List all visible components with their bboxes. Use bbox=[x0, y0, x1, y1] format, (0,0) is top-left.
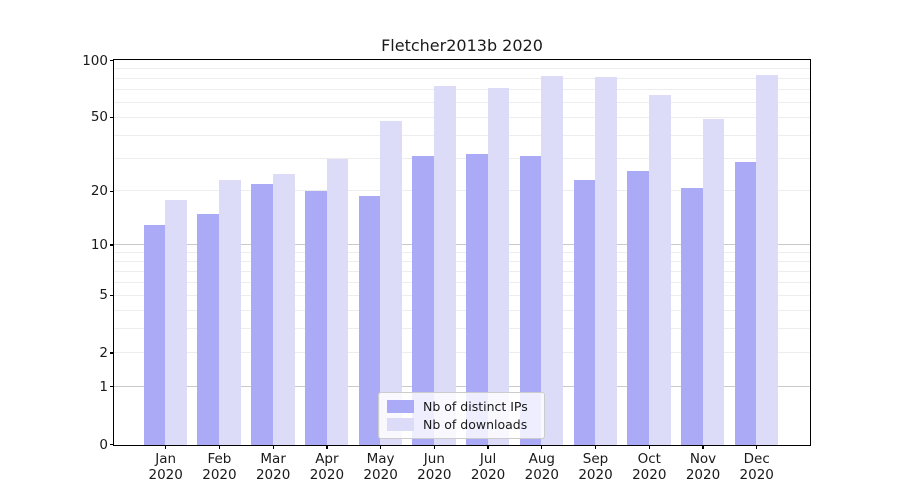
x-tick-label: Jun 2020 bbox=[417, 451, 452, 483]
x-tick-label: Feb 2020 bbox=[202, 451, 237, 483]
bar-distinct-ips-aug bbox=[519, 156, 542, 445]
y-tick-mark bbox=[109, 116, 114, 118]
x-tick-mark bbox=[702, 444, 704, 449]
legend: Nb of distinct IPs Nb of downloads bbox=[378, 392, 545, 439]
y-tick-mark bbox=[109, 352, 114, 354]
y-tick-mark bbox=[109, 294, 114, 297]
x-tick-mark bbox=[541, 444, 543, 449]
x-tick-mark bbox=[218, 444, 221, 449]
chart-title: Fletcher2013b 2020 bbox=[381, 36, 543, 55]
minor-gridline bbox=[113, 309, 811, 311]
legend-label-distinct-ips: Nb of distinct IPs bbox=[423, 399, 528, 415]
bar-downloads-apr bbox=[326, 159, 349, 445]
bar-downloads-dec bbox=[756, 75, 779, 445]
y-tick-mark bbox=[109, 443, 114, 446]
bar-downloads-jun bbox=[434, 85, 456, 445]
minor-gridline bbox=[113, 134, 811, 136]
x-tick-label: Oct 2020 bbox=[632, 451, 667, 483]
x-tick-label: Dec 2020 bbox=[739, 451, 774, 483]
x-tick-label: May 2020 bbox=[363, 451, 398, 483]
minor-gridline bbox=[113, 89, 811, 90]
bar-distinct-ips-jan bbox=[143, 225, 166, 445]
x-tick-label: Apr 2020 bbox=[309, 451, 345, 483]
minor-gridline bbox=[113, 328, 811, 330]
y-tick-label: 0 bbox=[99, 436, 108, 453]
x-tick-mark bbox=[272, 444, 274, 449]
bar-distinct-ips-mar bbox=[251, 183, 273, 445]
bar-downloads-jan bbox=[165, 199, 188, 445]
y-tick-mark bbox=[109, 59, 114, 62]
y-tick-label: 50 bbox=[90, 109, 108, 126]
bar-downloads-feb bbox=[219, 180, 241, 445]
bar-downloads-sep bbox=[595, 77, 617, 445]
x-tick-label: Mar 2020 bbox=[255, 451, 291, 483]
bar-downloads-jul bbox=[487, 87, 510, 445]
bar-downloads-may bbox=[380, 120, 402, 445]
y-tick-label: 2 bbox=[99, 345, 108, 362]
bar-distinct-ips-sep bbox=[573, 180, 596, 445]
minor-gridline bbox=[113, 101, 811, 103]
minor-gridline bbox=[113, 281, 811, 283]
major-gridline bbox=[113, 386, 811, 387]
bar-distinct-ips-apr bbox=[304, 191, 327, 445]
y-tick-label: 5 bbox=[99, 287, 108, 304]
minor-gridline bbox=[113, 252, 811, 254]
x-tick-mark bbox=[165, 444, 167, 449]
x-tick-label: Nov 2020 bbox=[685, 451, 721, 483]
legend-item-downloads: Nb of downloads bbox=[387, 417, 536, 432]
bar-distinct-ips-may bbox=[358, 195, 381, 445]
x-tick-label: Aug 2020 bbox=[524, 451, 559, 483]
y-tick-label: 20 bbox=[90, 183, 108, 200]
legend-swatch-downloads bbox=[387, 417, 414, 431]
minor-gridline bbox=[113, 78, 811, 80]
x-tick-mark bbox=[594, 444, 597, 449]
minor-gridline bbox=[113, 270, 811, 272]
minor-gridline bbox=[113, 190, 811, 192]
bar-downloads-oct bbox=[648, 94, 671, 445]
bar-distinct-ips-dec bbox=[734, 161, 757, 445]
bar-distinct-ips-feb bbox=[197, 214, 220, 445]
minor-gridline bbox=[113, 294, 811, 296]
bar-downloads-nov bbox=[702, 119, 725, 445]
major-gridline bbox=[113, 244, 811, 246]
x-tick-mark bbox=[487, 444, 489, 449]
y-tick-mark bbox=[109, 386, 114, 388]
minor-gridline bbox=[113, 68, 811, 70]
y-tick-mark bbox=[109, 244, 114, 246]
bar-distinct-ips-jul bbox=[466, 153, 488, 445]
y-tick-mark bbox=[109, 190, 114, 192]
y-tick-label: 100 bbox=[82, 52, 108, 69]
minor-gridline bbox=[113, 260, 811, 262]
legend-swatch-distinct-ips bbox=[387, 400, 414, 414]
bar-distinct-ips-nov bbox=[680, 187, 703, 445]
y-tick-label: 1 bbox=[99, 378, 108, 395]
bar-downloads-mar bbox=[272, 173, 295, 445]
legend-item-distinct-ips: Nb of distinct IPs bbox=[387, 399, 536, 414]
minor-gridline bbox=[113, 157, 811, 159]
minor-gridline bbox=[113, 352, 811, 354]
x-tick-label: Jan 2020 bbox=[148, 451, 183, 483]
legend-label-downloads: Nb of downloads bbox=[423, 416, 528, 432]
minor-gridline bbox=[113, 116, 811, 118]
plot-area bbox=[112, 59, 812, 446]
x-tick-mark bbox=[433, 444, 435, 449]
y-tick-label: 10 bbox=[90, 236, 108, 253]
bar-distinct-ips-jun bbox=[412, 156, 435, 445]
x-tick-mark bbox=[379, 444, 382, 449]
bar-downloads-aug bbox=[541, 76, 564, 445]
x-tick-mark bbox=[648, 444, 650, 449]
bar-distinct-ips-oct bbox=[627, 170, 649, 445]
x-tick-label: Sep 2020 bbox=[578, 451, 613, 483]
x-tick-label: Jul 2020 bbox=[470, 451, 506, 483]
x-tick-mark bbox=[326, 444, 328, 449]
x-tick-mark bbox=[756, 444, 758, 449]
